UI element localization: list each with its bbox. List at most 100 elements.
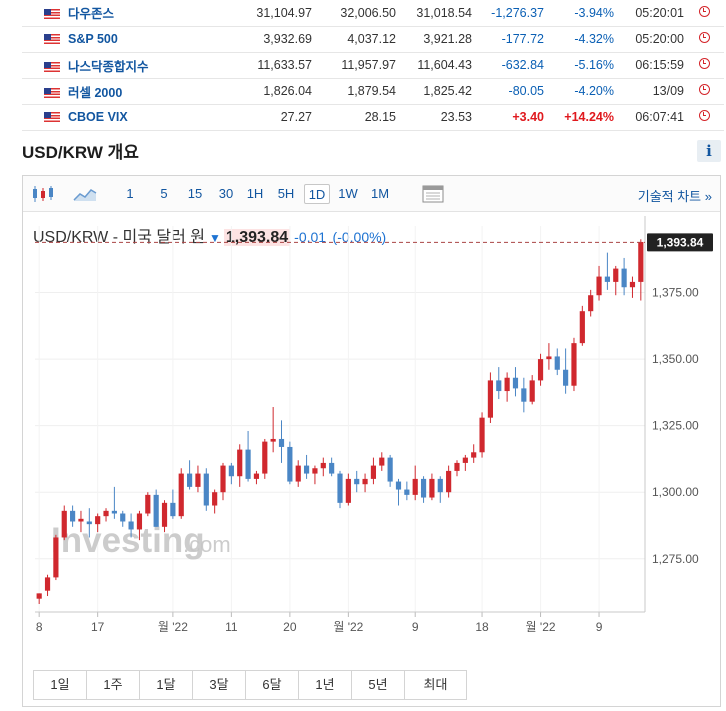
candle-body bbox=[278, 438, 285, 447]
candle-body bbox=[487, 380, 494, 418]
x-tick-label: 9 bbox=[596, 620, 603, 634]
range-5y-button[interactable]: 5년 bbox=[352, 671, 405, 699]
index-change: -632.84 bbox=[501, 58, 544, 72]
candle-body bbox=[320, 462, 326, 469]
candle-body bbox=[554, 356, 560, 370]
x-tick-label: 월 '22 bbox=[333, 620, 363, 634]
candle-body bbox=[228, 465, 234, 477]
candle-body bbox=[604, 276, 610, 282]
index-change-pct: -4.32% bbox=[574, 32, 614, 46]
candle-body bbox=[437, 478, 443, 493]
timeframe-1[interactable]: 1 bbox=[126, 186, 134, 201]
index-high: 11,957.97 bbox=[341, 58, 396, 72]
down-arrow-icon: ▼ bbox=[208, 231, 221, 245]
table-row: CBOE VIX 27.27 28.15 23.53 +3.40 +14.24%… bbox=[22, 104, 724, 130]
chart-toolbar: 1 5 15 30 1H 5H 1D 1W 1M 기술적 차트 » bbox=[23, 176, 720, 212]
timeframe-5[interactable]: 5 bbox=[160, 186, 168, 201]
info-button[interactable]: i bbox=[697, 140, 721, 162]
us-flag-icon bbox=[44, 9, 60, 20]
candle-body bbox=[103, 510, 109, 517]
timeframe-1w[interactable]: 1W bbox=[338, 186, 358, 201]
index-low: 23.53 bbox=[440, 110, 472, 124]
index-high: 32,006.50 bbox=[340, 5, 396, 20]
candle-body bbox=[120, 513, 126, 522]
range-max-button[interactable]: 최대 bbox=[405, 671, 466, 699]
range-1y-button[interactable]: 1년 bbox=[299, 671, 352, 699]
table-row: 러셀 2000 1,826.04 1,879.54 1,825.42 -80.0… bbox=[22, 78, 724, 104]
candle-body bbox=[404, 489, 410, 495]
range-6m-button[interactable]: 6달 bbox=[246, 671, 299, 699]
index-change: -80.05 bbox=[508, 84, 544, 98]
index-time: 06:07:41 bbox=[635, 110, 684, 124]
table-row: 다우존스 31,104.97 32,006.50 31,018.54 -1,27… bbox=[22, 0, 724, 26]
chart-axes: 1,275.00 1,300.00 1,325.00 1,350.00 1,375.00… bbox=[35, 216, 713, 634]
index-low: 11,604.43 bbox=[417, 58, 472, 72]
candle-body bbox=[429, 478, 435, 498]
index-time: 13/09 bbox=[652, 84, 684, 98]
candle-body bbox=[270, 438, 276, 442]
timeframe-1h[interactable]: 1H bbox=[246, 186, 264, 201]
index-table: 다우존스 31,104.97 32,006.50 31,018.54 -1,27… bbox=[22, 0, 724, 131]
index-last: 11,633.57 bbox=[257, 58, 312, 72]
index-link-vix[interactable]: CBOE VIX bbox=[68, 110, 128, 124]
range-1w-button[interactable]: 1주 bbox=[87, 671, 140, 699]
clock-icon bbox=[698, 58, 710, 69]
range-1d-button[interactable]: 1일 bbox=[34, 671, 87, 699]
y-tick-label: 1,375.00 bbox=[652, 286, 699, 300]
index-last: 31,104.97 bbox=[256, 5, 312, 20]
index-link-nasdaq[interactable]: 나스닥종합지수 bbox=[68, 59, 149, 74]
range-3m-button[interactable]: 3달 bbox=[193, 671, 246, 699]
candle-body bbox=[337, 473, 343, 503]
index-link-sp500[interactable]: S&P 500 bbox=[68, 32, 118, 46]
calendar-grid-icon[interactable] bbox=[421, 185, 445, 203]
timeframe-1m[interactable]: 1M bbox=[370, 186, 390, 201]
candle-body bbox=[521, 388, 527, 402]
area-chart-icon[interactable] bbox=[73, 185, 97, 203]
last-price-label: 1,393.84 bbox=[657, 235, 704, 249]
pair-symbol: USD/KRW bbox=[33, 229, 109, 246]
index-change-pct: -3.94% bbox=[574, 5, 614, 20]
index-last: 27.27 bbox=[280, 110, 312, 124]
timeframe-5h[interactable]: 5H bbox=[277, 186, 295, 201]
index-time: 05:20:00 bbox=[635, 32, 684, 46]
index-high: 4,037.12 bbox=[347, 32, 396, 46]
candlestick-chart-icon[interactable] bbox=[31, 185, 55, 203]
index-clock-cell bbox=[684, 0, 724, 26]
candle-body bbox=[504, 377, 510, 392]
candle-body bbox=[145, 494, 151, 514]
candle-body bbox=[237, 449, 243, 477]
timeframe-30[interactable]: 30 bbox=[218, 186, 234, 201]
technical-chart-link[interactable]: 기술적 차트 » bbox=[637, 189, 712, 204]
candle-body bbox=[621, 268, 627, 288]
candle-body bbox=[61, 510, 67, 538]
x-tick-label: 월 '22 bbox=[526, 620, 556, 634]
timeframe-15[interactable]: 15 bbox=[187, 186, 203, 201]
timeframe-1d[interactable]: 1D bbox=[304, 184, 330, 204]
candle-body bbox=[78, 518, 84, 522]
candle-body bbox=[537, 359, 544, 381]
range-1m-button[interactable]: 1달 bbox=[140, 671, 193, 699]
candle-body bbox=[354, 478, 360, 485]
candle-body bbox=[128, 521, 134, 530]
index-last: 1,826.04 bbox=[263, 84, 312, 98]
x-tick-label: 11 bbox=[225, 620, 238, 634]
candle-body bbox=[287, 446, 293, 482]
index-clock-cell bbox=[684, 26, 724, 52]
index-high: 1,879.54 bbox=[347, 84, 396, 98]
index-link-russell[interactable]: 러셀 2000 bbox=[68, 85, 123, 100]
candle-body bbox=[329, 462, 335, 474]
candle-body bbox=[195, 473, 201, 487]
index-link-dow[interactable]: 다우존스 bbox=[68, 7, 115, 22]
candle-body bbox=[471, 452, 477, 458]
price-change-pct: (-0.00%) bbox=[332, 229, 387, 245]
candle-body bbox=[295, 465, 301, 482]
y-tick-label: 1,275.00 bbox=[652, 552, 699, 566]
index-change-pct: -5.16% bbox=[574, 58, 614, 72]
chart-panel: 1 5 15 30 1H 5H 1D 1W 1M 기술적 차트 » USD/KR… bbox=[22, 175, 721, 707]
candle-body bbox=[412, 478, 418, 495]
candle-body bbox=[178, 473, 184, 517]
candle-body bbox=[203, 473, 209, 506]
watermark-suffix: .com bbox=[183, 532, 231, 557]
candlestick-chart[interactable]: Investing .com 1,275.001,300.001,325.001… bbox=[23, 176, 720, 646]
index-change: +3.40 bbox=[512, 110, 544, 124]
